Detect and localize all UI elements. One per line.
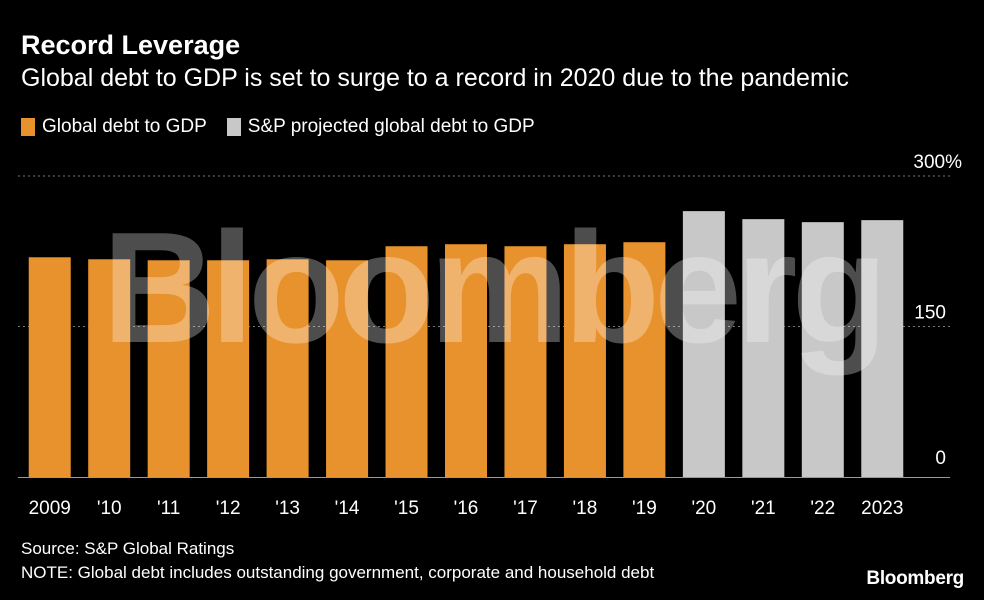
- bar-actual-0: [28, 257, 71, 477]
- x-tick-label-11: '20: [691, 498, 716, 519]
- bar-actual-10: [623, 242, 666, 477]
- bar-actual-7: [445, 244, 487, 477]
- x-tick-label-8: '17: [513, 498, 538, 519]
- bar-actual-1: [88, 259, 131, 477]
- legend-label-actual: Global debt to GDP: [42, 116, 207, 137]
- legend-label-projected: S&P projected global debt to GDP: [247, 116, 535, 137]
- bar-projected-14: [861, 220, 904, 477]
- legend-swatch-actual: [21, 118, 35, 136]
- watermark: Bloomberg: [102, 200, 882, 376]
- bloomberg-logo: Bloomberg: [866, 568, 964, 589]
- legend-item-actual: Global debt to GDP: [21, 116, 207, 138]
- bar-actual-4: [266, 259, 309, 477]
- bar-actual-9: [563, 244, 606, 477]
- legend-swatch-projected: [226, 118, 241, 136]
- footnote: NOTE: Global debt includes outstanding g…: [21, 563, 655, 582]
- x-tick-label-14: 2023: [861, 498, 903, 519]
- bar-actual-8: [504, 246, 547, 477]
- x-tick-label-10: '19: [632, 498, 657, 519]
- bar-actual-3: [207, 260, 250, 477]
- source-note: Source: S&P Global Ratings: [21, 539, 235, 558]
- legend-item-projected: S&P projected global debt to GDP: [226, 116, 535, 138]
- bar-actual-2: [147, 260, 190, 477]
- bar-actual-5: [326, 260, 369, 477]
- x-tick-label-3: '12: [216, 498, 241, 519]
- x-tick-label-1: '10: [97, 498, 122, 519]
- y-tick-label-150: 150: [914, 303, 946, 324]
- legend: Global debt to GDP S&P projected global …: [21, 116, 555, 138]
- x-tick-label-2: '11: [157, 498, 180, 519]
- bar-projected-13: [801, 222, 844, 477]
- x-tick-label-0: 2009: [29, 498, 71, 519]
- x-tick-label-9: '18: [573, 498, 598, 519]
- y-tick-label-300pct: 300%: [913, 152, 962, 173]
- x-tick-label-4: '13: [275, 498, 300, 519]
- bar-actual-6: [385, 246, 428, 477]
- x-tick-label-6: '15: [394, 498, 419, 519]
- chart-subtitle: Global debt to GDP is set to surge to a …: [21, 64, 849, 92]
- x-tick-label-7: '16: [454, 498, 479, 519]
- bar-projected-11: [682, 211, 725, 477]
- y-tick-label-0: 0: [935, 448, 946, 469]
- bar-projected-12: [742, 219, 785, 478]
- x-tick-label-12: '21: [751, 498, 776, 519]
- x-tick-label-13: '22: [810, 498, 835, 519]
- chart-title: Record Leverage: [21, 30, 241, 60]
- x-tick-label-5: '14: [335, 498, 360, 519]
